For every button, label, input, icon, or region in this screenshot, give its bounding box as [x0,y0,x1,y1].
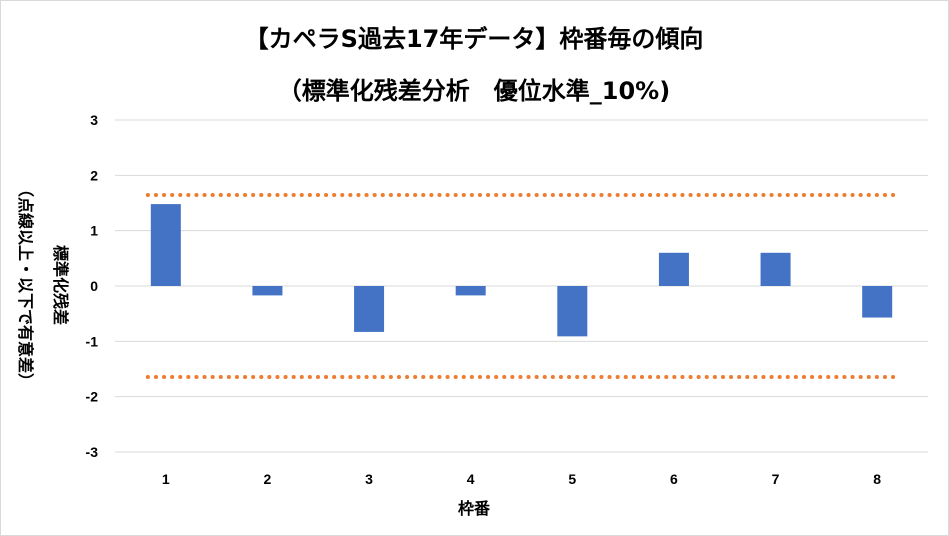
gridlines [115,119,928,453]
y-tick-label: 2 [90,167,98,183]
x-axis-title: 枠番 [458,499,491,518]
y-axis-ticks: 3 2 1 0 -1 -2 -3 [86,112,99,460]
x-tick-label: 2 [264,471,272,487]
y-tick-label: -3 [86,444,99,460]
y-axis-title: 標準化残差 [51,245,70,325]
x-tick-label: 4 [467,471,475,487]
x-tick-label: 7 [772,471,780,487]
bar [252,286,283,296]
x-tick-label: 3 [365,471,373,487]
chart-title: 【カペラS過去17年データ】枠番毎の傾向 [245,25,704,53]
y-tick-label: 3 [90,112,98,128]
bar [455,286,486,296]
x-tick-label: 1 [162,471,170,487]
bar [150,204,181,286]
chart-subtitle: （標準化残差分析 優位水準_10%) [278,77,670,105]
y-tick-label: 0 [90,278,98,294]
bar [760,252,791,286]
x-tick-label: 6 [670,471,678,487]
bar [658,252,689,286]
bar-series [150,204,893,337]
x-tick-label: 5 [568,471,576,487]
bar [557,286,588,337]
x-tick-label: 8 [873,471,881,487]
y-tick-label: -1 [86,333,99,349]
bar [354,286,385,332]
x-axis-ticks: 1 2 3 4 5 6 7 8 [162,471,881,487]
y-tick-label: 1 [90,223,98,239]
y-tick-label: -2 [86,389,99,405]
y-axis-note: （点線以上・以下で有意差） [16,181,35,389]
bar [862,286,893,318]
